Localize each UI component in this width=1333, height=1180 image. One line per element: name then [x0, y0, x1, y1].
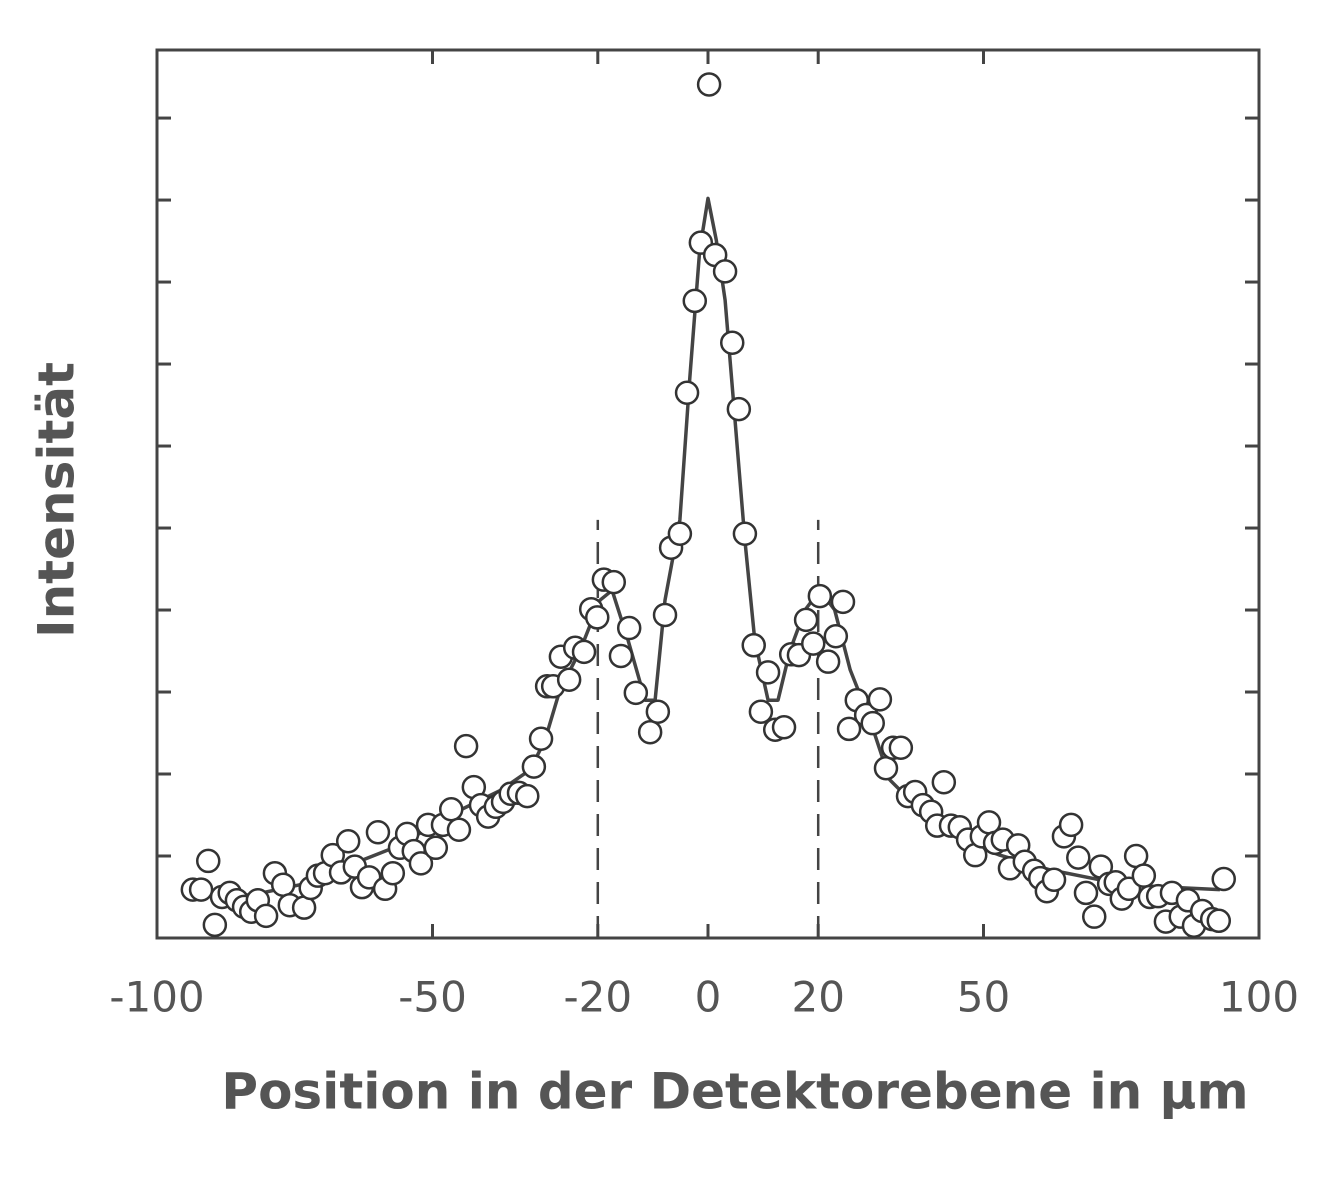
data-point [1082, 904, 1107, 929]
data-point [748, 699, 774, 724]
x-tick-label: 50 [957, 973, 1010, 1022]
data-point [652, 602, 678, 628]
data-point [682, 288, 708, 314]
data-point [408, 851, 434, 876]
data-point [584, 605, 610, 630]
data-point [515, 783, 540, 809]
data-point [1066, 845, 1091, 870]
data-point [202, 912, 228, 938]
data-point [335, 828, 361, 854]
data-point [1211, 866, 1236, 892]
x-tick-label: 20 [791, 973, 844, 1022]
data-point [712, 259, 738, 284]
data-point [380, 860, 406, 886]
data-point [807, 583, 833, 609]
data-point [571, 639, 597, 665]
x-tick-label: -20 [563, 973, 632, 1022]
data-point [771, 715, 797, 740]
plot-frame [155, 48, 1261, 940]
x-tick-label: -50 [398, 973, 467, 1022]
data-point [446, 817, 472, 843]
data-point [1131, 863, 1157, 888]
data-point [667, 521, 693, 547]
data-point [365, 819, 391, 845]
data-point [800, 631, 826, 656]
data-point [195, 848, 221, 874]
data-point [623, 680, 649, 706]
data-point [888, 735, 914, 761]
x-tick-label: 100 [1219, 973, 1299, 1022]
data-point [741, 633, 766, 658]
data-point [521, 754, 547, 779]
data-point [732, 521, 758, 547]
data-point [528, 726, 554, 752]
data-point [270, 872, 296, 897]
data-point [1058, 812, 1084, 838]
x-tick-label: 0 [695, 973, 722, 1022]
x-tick-label: -100 [109, 973, 204, 1022]
data-point [556, 667, 582, 692]
data-point [696, 72, 722, 97]
data-point [726, 396, 752, 422]
data-point [616, 615, 642, 641]
data-point [188, 877, 214, 902]
data-point [1041, 867, 1067, 893]
data-point [674, 380, 700, 405]
data-point [637, 719, 663, 745]
data-point [1206, 908, 1232, 934]
data-point [860, 710, 885, 736]
data-point [601, 569, 627, 595]
data-point [453, 733, 479, 759]
data-point [815, 649, 841, 674]
data-point [873, 756, 899, 781]
data-point [793, 607, 819, 633]
x-axis-label: Position in der Detektorebene in µm [221, 1063, 1248, 1121]
data-point [867, 687, 893, 712]
data-point [836, 716, 862, 742]
data-point [823, 624, 849, 649]
data-point [645, 699, 671, 724]
data-point [931, 769, 957, 795]
data-point [1073, 880, 1099, 906]
data-point [719, 330, 745, 355]
y-axis-label: Intensität [28, 362, 86, 638]
data-point [438, 797, 464, 822]
data-point [423, 835, 449, 861]
data-point [755, 660, 781, 685]
data-point [608, 643, 634, 669]
data-point [830, 589, 856, 615]
data-point [253, 903, 279, 929]
